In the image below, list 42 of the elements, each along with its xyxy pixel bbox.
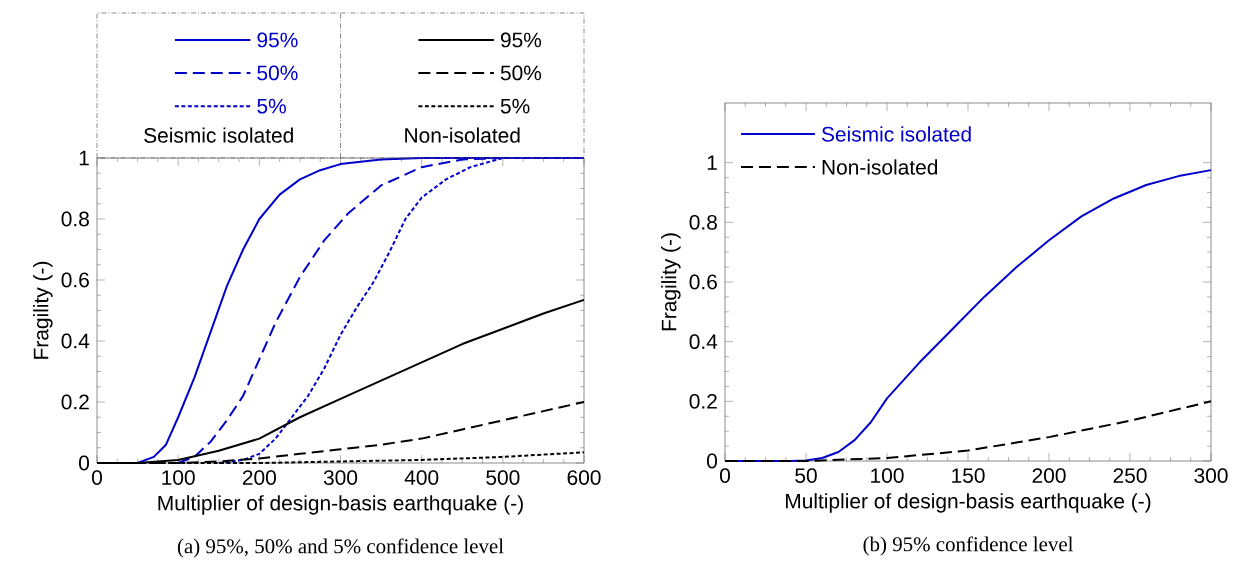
text: (b) 95% confidence level [863, 536, 1074, 556]
x-tick-label: 250 [1113, 468, 1147, 483]
y-axis-title: Fragility (-) [33, 261, 53, 359]
legend-label: 5% [500, 98, 530, 114]
legend-label: Non-isolated [822, 159, 938, 175]
x-tick-label: 200 [242, 470, 276, 485]
x-tick-label: 0 [91, 470, 102, 485]
x-axis-title: Multiplier of design-basis earthquake (-) [786, 493, 1151, 513]
x-tick-label: 100 [871, 468, 904, 483]
x-tick-label: 500 [486, 470, 520, 485]
x-tick-label: 100 [162, 470, 195, 485]
y-tick-label: 0.4 [61, 333, 90, 349]
y-tick-label: 1 [79, 150, 89, 166]
x-tick-label: 300 [323, 470, 358, 485]
y-tick-label: 0.6 [61, 272, 89, 288]
text: Seismic isolated [144, 127, 293, 143]
legend-label: 5% [257, 98, 286, 114]
x-tick-label: 0 [720, 468, 730, 483]
x-tick-label: 200 [1032, 468, 1066, 483]
legend-label: 50% [257, 65, 298, 81]
y-tick-label: 0.2 [689, 393, 717, 409]
x-tick-label: 150 [952, 468, 985, 483]
x-tick-label: 400 [404, 470, 439, 485]
y-tick-label: 0 [707, 453, 718, 469]
y-tick-label: 0 [79, 455, 89, 471]
legend-label: 95% [500, 32, 542, 48]
y-tick-label: 0.2 [61, 394, 89, 410]
y-tick-label: 0.8 [689, 214, 717, 230]
y-axis-title: Fragility (-) [661, 233, 681, 331]
text: Non-isolated [405, 127, 520, 143]
y-tick-label: 0.8 [61, 211, 89, 227]
x-tick-label: 300 [1194, 468, 1228, 483]
y-tick-label: 0.6 [689, 274, 717, 290]
x-tick-label: 600 [567, 470, 601, 485]
text: (a) 95%, 50% and 5% confidence level [177, 538, 504, 558]
legend-label: 50% [500, 65, 542, 81]
x-axis-title: Multiplier of design-basis earthquake (-) [158, 495, 523, 515]
y-tick-label: 1 [707, 155, 717, 170]
y-tick-label: 0.4 [689, 334, 718, 350]
x-tick-label: 50 [795, 468, 817, 483]
legend-label: 95% [257, 32, 298, 48]
legend-label: Seismic isolated [821, 126, 971, 142]
